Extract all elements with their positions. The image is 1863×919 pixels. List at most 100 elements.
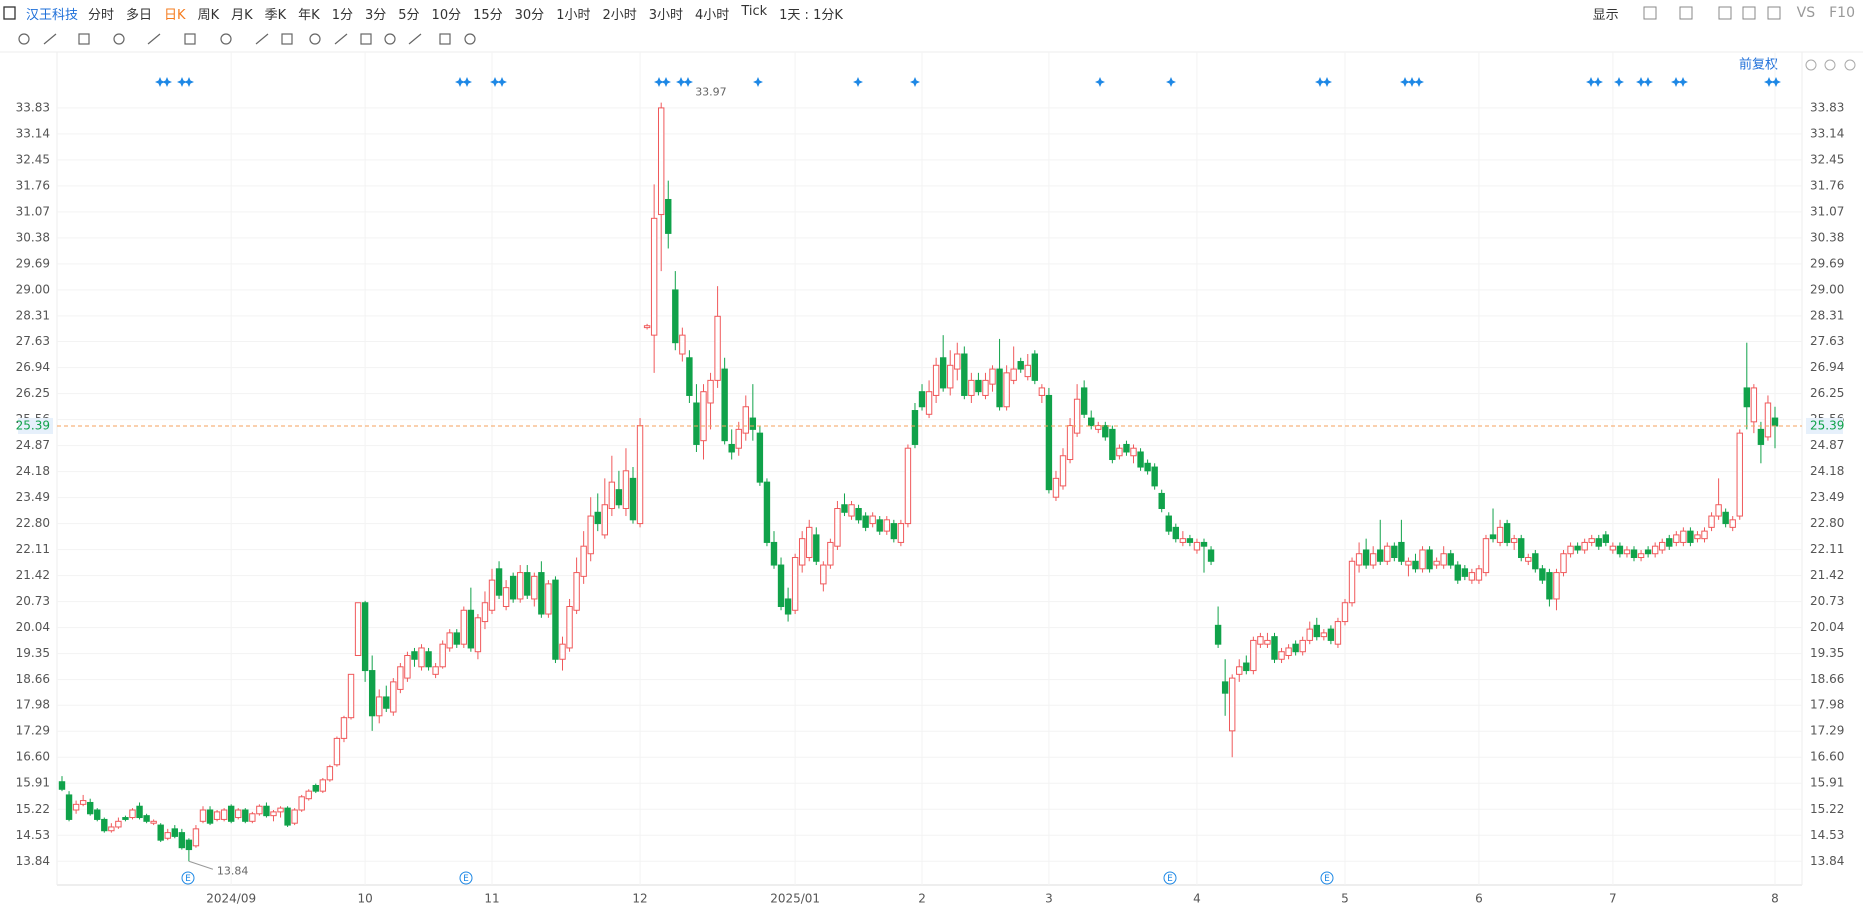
period-button[interactable]: 10分 — [431, 7, 462, 23]
candle-body — [1701, 530, 1708, 540]
candle-body — [806, 526, 813, 559]
price-tag-bg-right — [1806, 417, 1843, 434]
period-button[interactable]: 多日 — [126, 7, 153, 23]
candle-body — [1419, 549, 1426, 570]
period-button[interactable]: 分时 — [88, 7, 115, 23]
candle-body — [552, 579, 559, 660]
candle-body — [566, 605, 573, 649]
icon-shape — [184, 33, 196, 45]
candle-body — [1609, 545, 1617, 551]
candle-body — [284, 807, 291, 826]
candle-body — [531, 575, 538, 600]
news-marker — [1643, 77, 1653, 87]
period-button[interactable]: 4小时 — [695, 7, 730, 23]
candle-body — [1510, 538, 1518, 543]
x-tick-label: 3 — [1045, 892, 1053, 906]
tool-icon — [220, 33, 232, 45]
period-button[interactable]: 3分 — [364, 7, 387, 23]
min-label: 13.84 — [217, 864, 249, 877]
candle-body — [615, 489, 623, 506]
candle-body — [1144, 462, 1151, 472]
period-button[interactable]: 1小时 — [556, 7, 591, 23]
candle-body — [1391, 545, 1398, 559]
period-button[interactable]: 1分 — [331, 7, 353, 23]
candle-body — [1447, 553, 1454, 566]
candle-body — [890, 523, 898, 540]
y-tick-label: 27.63 — [16, 334, 50, 348]
candle-body — [742, 406, 749, 434]
y-tick-label-right: 26.25 — [1810, 386, 1844, 400]
candle-body — [136, 805, 143, 819]
candle-body — [185, 839, 193, 851]
icon-shape — [360, 33, 372, 45]
period-button[interactable]: 年K — [298, 7, 320, 23]
candle-body — [58, 781, 66, 790]
candle-body — [1066, 425, 1074, 461]
candle-body — [834, 508, 841, 547]
period-button[interactable]: 季K — [264, 7, 287, 23]
tool-icons — [18, 33, 476, 45]
stock-name[interactable]: 汉王科技 — [26, 7, 79, 23]
period-button[interactable]: 30分 — [514, 7, 545, 23]
candle-body — [333, 737, 341, 766]
period-button[interactable]: 15分 — [473, 7, 503, 23]
news-marker — [155, 77, 165, 87]
candle-body — [192, 828, 200, 847]
candle-body — [1088, 417, 1095, 427]
tool-icon — [147, 33, 161, 45]
candle-body — [150, 820, 157, 824]
candle-body — [1489, 534, 1497, 540]
news-marker — [490, 77, 500, 87]
candle-body — [1546, 572, 1553, 600]
period-button[interactable]: 月K — [231, 7, 253, 23]
icon-shape — [439, 33, 451, 45]
x-tick-label: 7 — [1609, 892, 1617, 906]
candle-body — [1292, 643, 1299, 653]
candle-body — [1236, 666, 1243, 675]
candle-body — [1264, 639, 1271, 645]
candle-body — [1771, 417, 1779, 427]
period-button[interactable]: Tick — [741, 3, 768, 19]
candle-body — [1637, 553, 1645, 559]
period-button[interactable]: 日K — [164, 7, 186, 23]
f10-button[interactable]: F10 — [1829, 5, 1855, 21]
display-menu[interactable]: 显示 — [1592, 7, 1619, 23]
candle-body — [1130, 447, 1137, 457]
news-marker — [455, 77, 465, 87]
y-tick-label: 32.45 — [16, 152, 50, 166]
period-button[interactable]: 5分 — [398, 7, 420, 23]
candle-body — [798, 538, 806, 566]
event-label: E — [185, 874, 191, 884]
tool-icon — [113, 33, 125, 45]
candle-body — [1102, 425, 1109, 438]
period-button[interactable]: 2小时 — [602, 7, 637, 23]
y-tick-label-right: 13.84 — [1810, 854, 1844, 868]
candle-body — [1433, 560, 1440, 566]
toolbar: 汉王科技 分时 多日 日K 周K 月K 季K 年K 1分 3分 5分 10分 15分 30分 1小时 2小时… — [0, 0, 1863, 26]
candle-body — [841, 504, 848, 513]
news-marker — [1771, 77, 1781, 87]
candle-body — [1045, 394, 1053, 491]
candle-body — [86, 801, 94, 815]
vs-button[interactable]: VS — [1796, 5, 1816, 21]
candle-body — [446, 632, 453, 649]
candle-body — [538, 572, 545, 615]
candle-body — [925, 391, 933, 415]
candle-body — [1602, 534, 1610, 543]
x-tick-label: 2025/01 — [770, 892, 820, 906]
period-button[interactable]: 周K — [197, 7, 220, 23]
candle-body — [1708, 515, 1715, 528]
interval[interactable]: 1天 : 1分K — [779, 7, 843, 23]
candle-body — [622, 470, 630, 510]
candle-body — [827, 541, 834, 566]
adjust-mode[interactable]: 前复权 — [1739, 57, 1778, 73]
period-button[interactable]: 3小时 — [648, 7, 684, 23]
y-tick-label: 30.38 — [16, 230, 50, 244]
news-marker — [1614, 77, 1624, 87]
y-tick-label-right: 31.07 — [1810, 204, 1844, 218]
icon-shape — [220, 33, 232, 45]
news-marker — [462, 77, 472, 87]
y-tick-label: 13.84 — [16, 854, 50, 868]
candle-body — [340, 717, 348, 739]
